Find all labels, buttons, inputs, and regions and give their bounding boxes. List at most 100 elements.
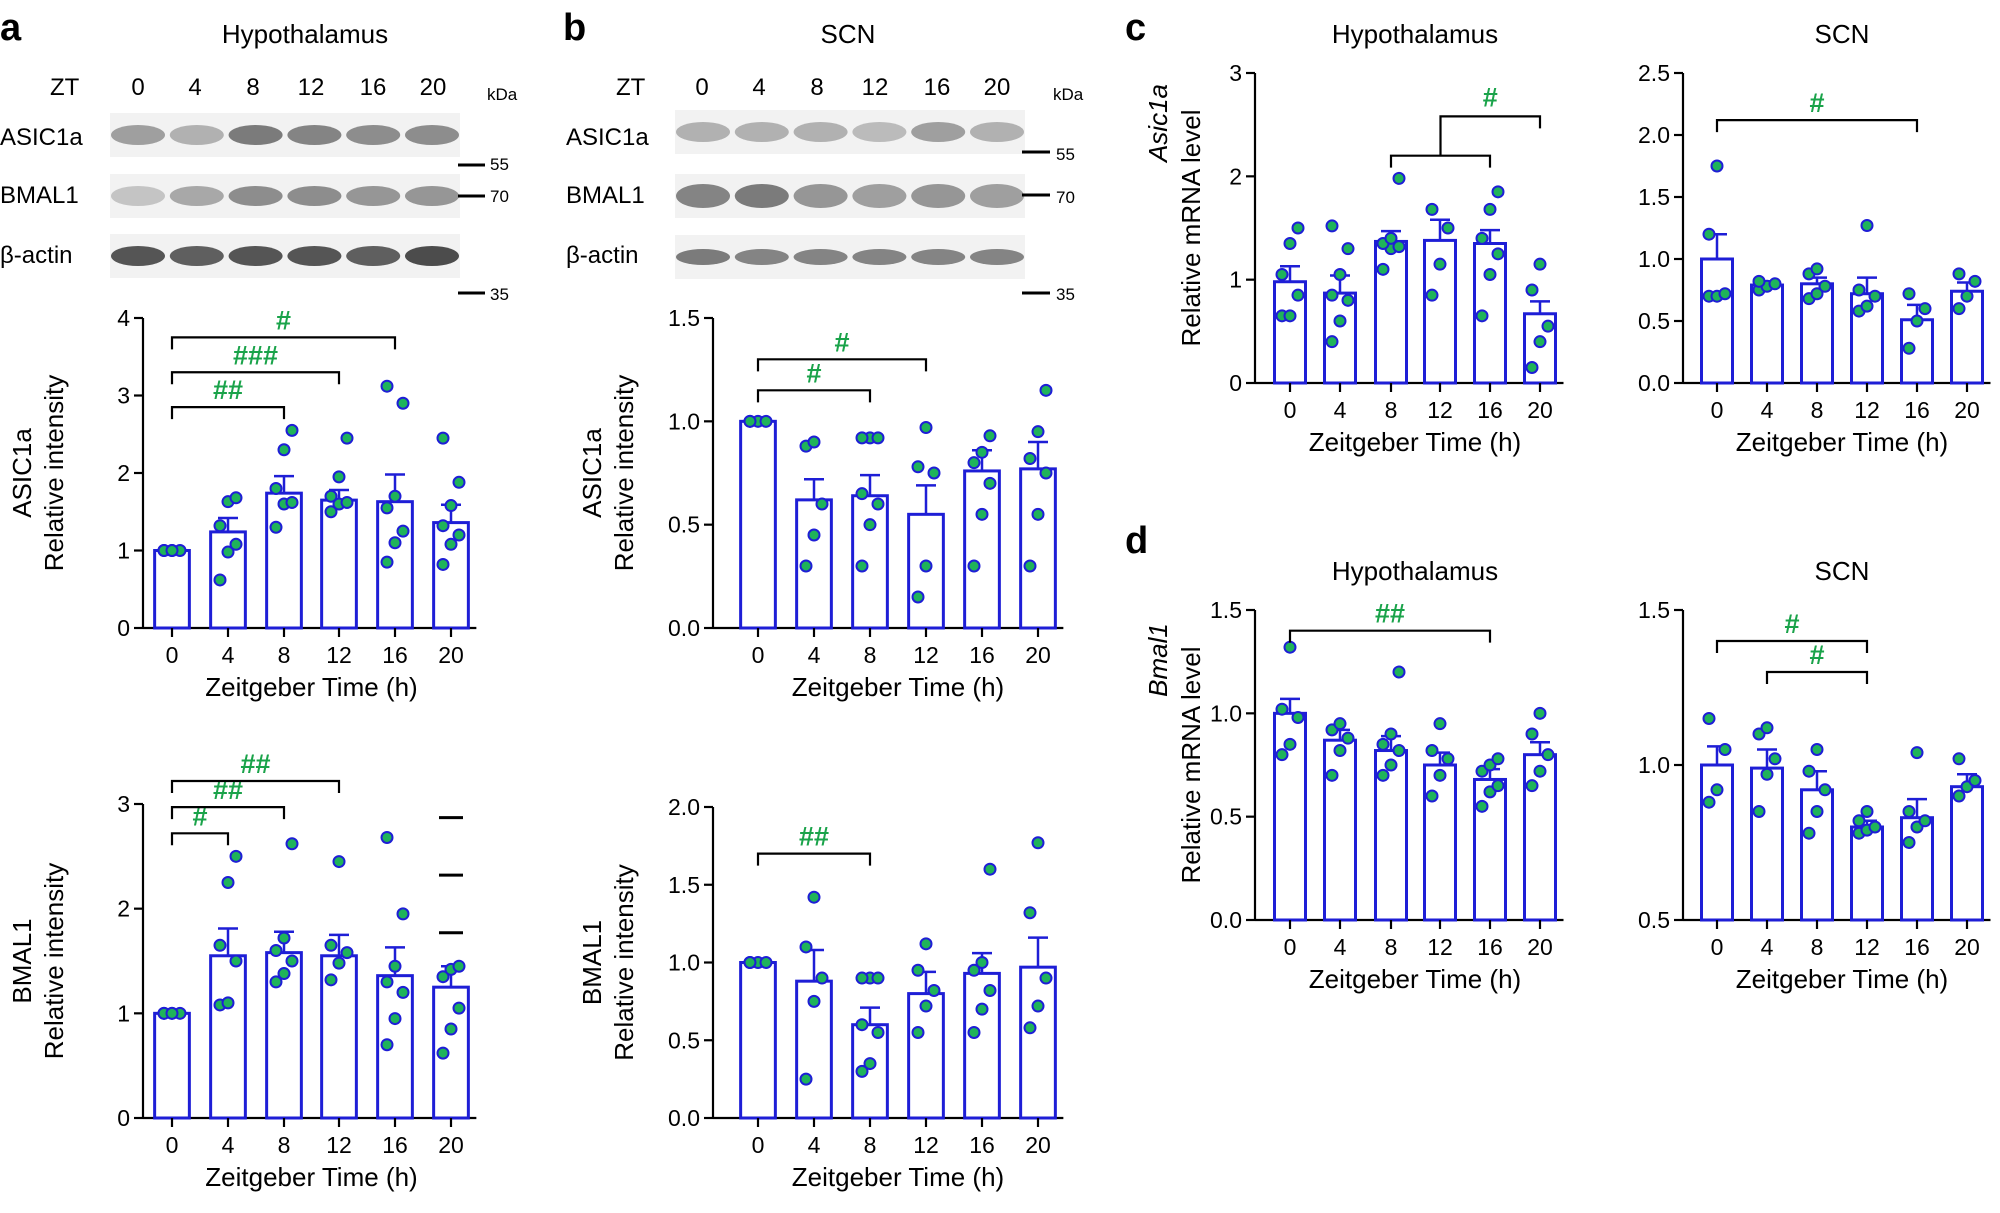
data-point	[452, 959, 466, 973]
y-axis-label: Relative intensity	[39, 375, 69, 572]
data-point	[911, 590, 925, 604]
y-axis-label: Relative mRNA level	[1176, 110, 1206, 347]
sig-label: #	[834, 327, 849, 357]
data-point	[380, 555, 394, 569]
y-axis-label-gene: Bmal1	[1143, 623, 1173, 697]
data-point	[396, 907, 410, 921]
data-point	[983, 983, 997, 997]
data-point	[1918, 814, 1932, 828]
data-point	[1475, 799, 1489, 813]
chart-title: SCN	[1815, 556, 1870, 586]
data-point	[1283, 737, 1297, 751]
x-tick-label: 4	[808, 642, 821, 668]
x-tick-label: 0	[166, 642, 179, 668]
blot-band	[287, 246, 342, 266]
y-tick-label: 1	[117, 1000, 130, 1026]
blot-band	[852, 249, 907, 265]
data-point	[1902, 287, 1916, 301]
y-tick-label: 0.5	[668, 512, 700, 538]
y-tick-label: 1.0	[668, 950, 700, 976]
data-point	[1039, 971, 1053, 985]
bar	[1423, 763, 1457, 922]
sig-label: #	[192, 801, 207, 831]
bar	[1950, 785, 1984, 922]
x-tick-label: 16	[382, 642, 408, 668]
blot-band	[405, 246, 459, 266]
data-point	[324, 505, 338, 519]
x-tick-label: 12	[326, 642, 352, 668]
sig-label: #	[1809, 88, 1824, 118]
data-point	[380, 975, 394, 989]
data-point	[799, 940, 813, 954]
data-point	[1902, 341, 1916, 355]
x-tick-label: 4	[808, 1132, 821, 1158]
data-point	[863, 518, 877, 532]
data-point	[1475, 231, 1489, 245]
y-tick-label: 0	[117, 615, 130, 641]
data-point	[213, 519, 227, 533]
data-point	[1860, 805, 1874, 818]
y-tick-label: 0.5	[1638, 907, 1670, 933]
x-tick-label: 16	[382, 1132, 408, 1158]
data-point	[221, 996, 235, 1010]
data-point	[1275, 748, 1289, 762]
data-point	[911, 460, 925, 474]
data-point	[807, 994, 821, 1008]
marker-70: 70	[490, 187, 509, 206]
data-point	[1760, 721, 1774, 735]
bar	[1900, 816, 1934, 922]
data-point	[1710, 783, 1724, 797]
x-axis-label: Zeitgeber Time (h)	[792, 672, 1004, 702]
bar	[739, 419, 777, 630]
western-blot-hypothalamus: Hypothalamus ZT 0 4 8 12 16 20 kDa ASIC1…	[0, 19, 518, 304]
data-point	[1483, 268, 1497, 281]
data-point	[1525, 779, 1539, 793]
sig-bracket	[1389, 154, 1492, 168]
y-tick-label: 3	[117, 791, 130, 817]
data-point	[1392, 171, 1406, 185]
kda-label: kDa	[1053, 85, 1084, 104]
y-axis-label: Relative mRNA level	[1176, 647, 1206, 884]
blot-band	[111, 125, 165, 145]
y-axis-label: Relative intensity	[609, 375, 639, 572]
data-point	[1275, 268, 1289, 281]
x-axis-label: Zeitgeber Time (h)	[792, 1162, 1004, 1192]
data-point	[807, 528, 821, 542]
data-point	[1910, 314, 1924, 328]
data-point	[1852, 283, 1866, 297]
blot-band	[911, 122, 966, 142]
data-point	[855, 1018, 869, 1032]
data-point	[380, 501, 394, 515]
y-tick-label: 1.5	[1638, 184, 1670, 210]
data-point	[277, 967, 291, 981]
sig-bracket	[1439, 115, 1542, 156]
data-point	[229, 954, 243, 968]
x-tick-label: 8	[1811, 397, 1824, 423]
data-point	[1031, 507, 1045, 521]
zt-label: ZT	[616, 74, 646, 101]
data-point	[855, 431, 869, 445]
data-point	[863, 1057, 877, 1071]
data-point	[285, 495, 299, 509]
y-tick-label: 2.0	[1638, 122, 1670, 148]
data-point	[1752, 805, 1766, 818]
bar	[1323, 738, 1357, 922]
data-point	[1031, 999, 1045, 1013]
data-point	[799, 1072, 813, 1086]
data-point	[444, 1022, 458, 1036]
x-tick-label: 16	[1904, 934, 1930, 960]
bar	[907, 992, 945, 1120]
data-point	[436, 431, 450, 445]
blot-band	[852, 122, 907, 142]
data-point	[1818, 783, 1832, 797]
y-tick-label: 0.5	[668, 1027, 700, 1053]
data-point	[1376, 768, 1390, 782]
y-tick-label: 0	[117, 1105, 130, 1131]
band-label-asic1a: ASIC1a	[566, 124, 649, 151]
x-tick-label: 4	[1334, 397, 1347, 423]
blot-band	[346, 125, 401, 145]
zt-lane-label: 4	[752, 74, 765, 101]
data-point	[967, 1025, 981, 1039]
data-point	[975, 445, 989, 459]
